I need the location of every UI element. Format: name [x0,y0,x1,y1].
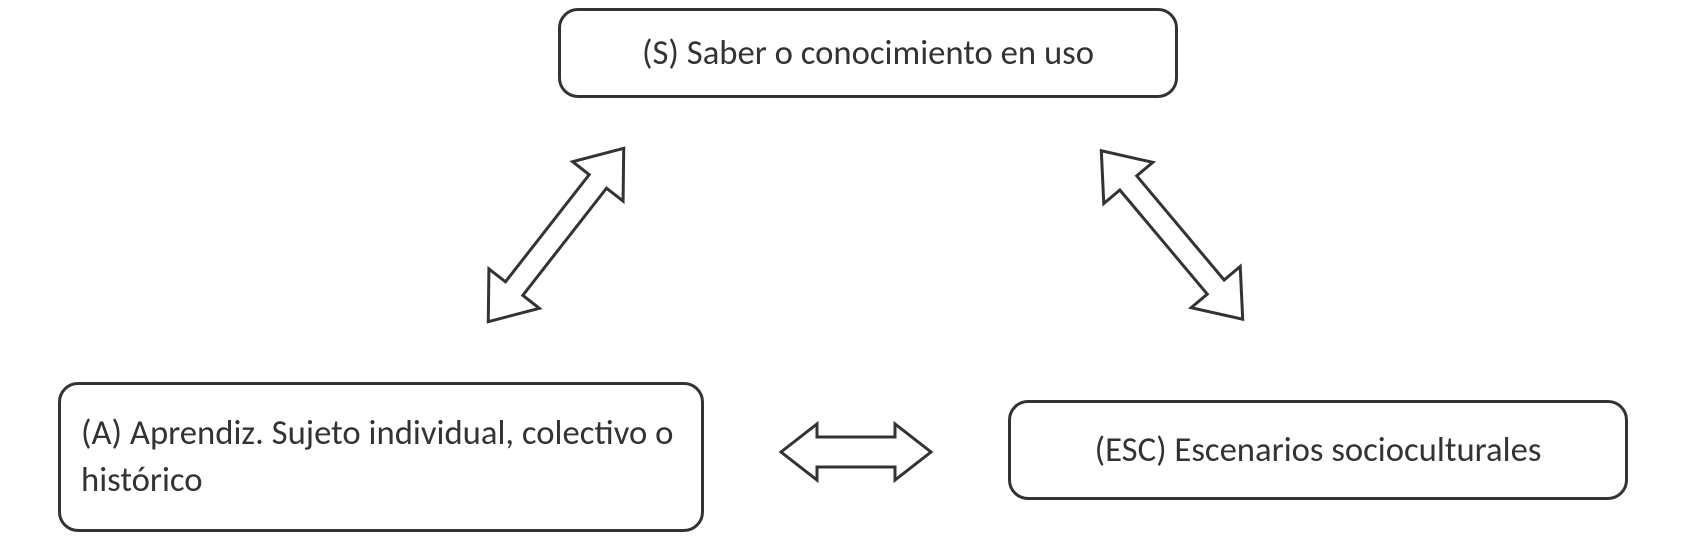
double-arrow-icon [781,424,931,480]
diagram-stage: (S) Saber o conocimiento en uso (A) Apre… [0,0,1706,544]
arrow-aprendiz-escenarios [0,0,1706,544]
